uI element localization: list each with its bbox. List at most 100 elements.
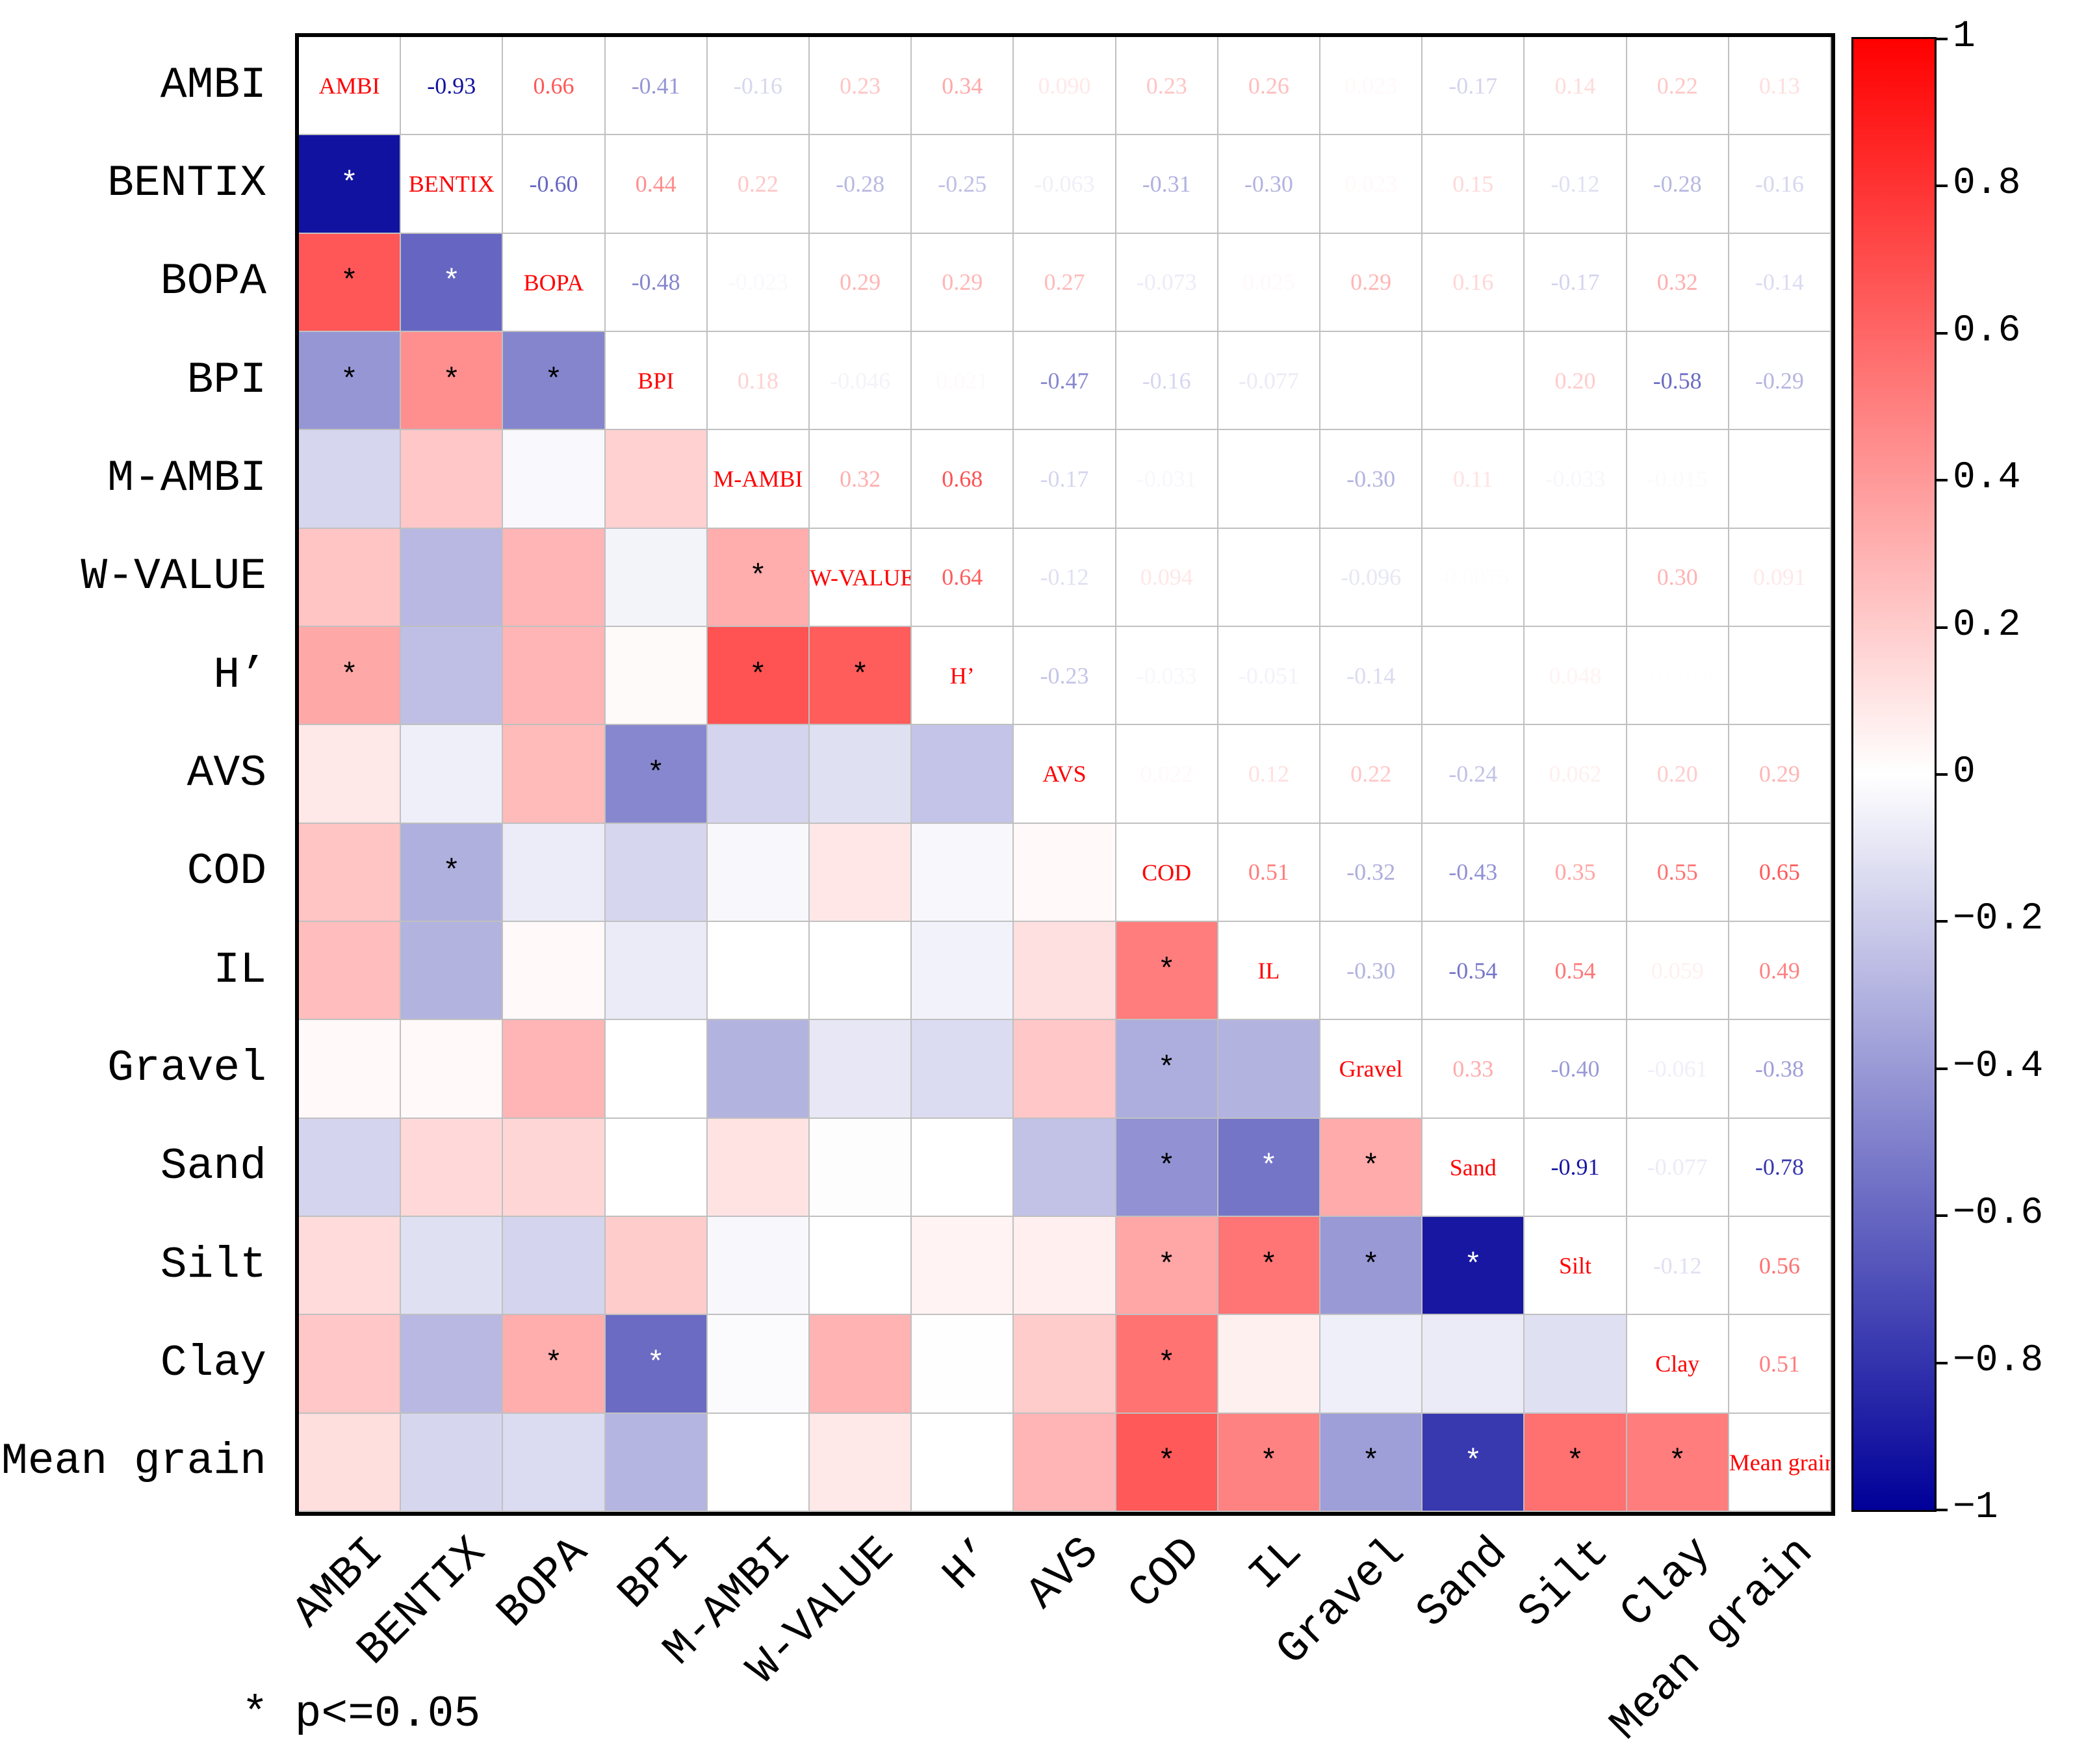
correlation-value-cell: -9.9E-4 [1320, 332, 1423, 431]
row-label: COD [187, 847, 266, 897]
correlation-value-cell: 0.54 [1525, 922, 1627, 1021]
correlation-value-cell: -0.23 [1014, 627, 1116, 726]
correlation-color-cell: * [1320, 1413, 1423, 1512]
row-label: Clay [160, 1338, 266, 1388]
correlation-value-cell: 0.27 [1014, 233, 1116, 332]
correlation-value-cell: -0.17 [1423, 37, 1525, 136]
correlation-value-cell: -0.073 [1116, 233, 1218, 332]
correlation-color-cell [1014, 922, 1116, 1021]
diagonal-label-cell: BENTIX [401, 135, 504, 234]
diagonal-label: BENTIX [408, 171, 495, 198]
correlation-value-cell: 0.094 [1116, 528, 1218, 627]
colorbar-tick-mark [1935, 626, 1948, 629]
correlation-value-label: -0.17 [1551, 269, 1600, 296]
column-label: BPI [608, 1528, 701, 1620]
correlation-value-cell: 0.22 [1627, 37, 1729, 136]
correlation-value-label: 0.29 [942, 269, 983, 296]
correlation-value-cell: 0.32 [1627, 233, 1729, 332]
correlation-color-cell: * [1423, 1413, 1525, 1512]
colorbar-tick-mark [1935, 38, 1948, 40]
correlation-value-cell: 0.51 [1218, 823, 1320, 922]
correlation-color-cell [299, 1118, 402, 1217]
significance-star: * [1259, 1150, 1278, 1184]
correlation-color-cell [605, 922, 708, 1021]
colorbar-tick-mark [1935, 185, 1948, 188]
correlation-value-cell: -0.30 [1218, 135, 1320, 234]
correlation-value-label: -0.38 [1755, 1055, 1804, 1082]
diagonal-label-cell: Silt [1525, 1217, 1627, 1316]
correlation-value-label: 0.22 [737, 170, 779, 197]
colorbar [1851, 37, 1937, 1512]
correlation-color-cell [401, 627, 504, 726]
correlation-value-label: 0.32 [1656, 269, 1698, 296]
colorbar-tick-label: 0.2 [1953, 604, 2021, 646]
diagonal-label-cell: Mean grain [1729, 1413, 1831, 1512]
row-label: BENTIX [107, 159, 266, 209]
correlation-color-cell: * [1627, 1413, 1729, 1512]
correlation-value-cell: 0.048 [1525, 627, 1627, 726]
correlation-value-label: 0.12 [1248, 760, 1289, 787]
significance-star: * [1157, 1150, 1176, 1184]
column-label: COD [1119, 1528, 1211, 1620]
column-label: H’ [933, 1528, 1007, 1601]
correlation-color-cell: * [810, 627, 912, 726]
correlation-value-cell: 0.22 [1320, 725, 1423, 824]
correlation-color-cell: * [503, 1315, 606, 1414]
correlation-color-cell [810, 1118, 912, 1217]
correlation-color-cell [503, 1413, 606, 1512]
significance-star: * [1668, 1445, 1686, 1479]
correlation-value-cell: 0.51 [1729, 1315, 1831, 1414]
correlation-value-label: -0.096 [1341, 564, 1402, 591]
column-label: BOPA [487, 1528, 599, 1639]
correlation-value-label: 0.51 [1248, 859, 1289, 886]
diagonal-label: H’ [949, 663, 975, 689]
correlation-color-cell: * [605, 725, 708, 824]
row-label: IL [213, 945, 266, 995]
diagonal-label: Gravel [1339, 1056, 1403, 1082]
correlation-color-cell [401, 725, 504, 824]
correlation-value-cell: 0.66 [503, 37, 606, 136]
correlation-color-cell [1218, 1020, 1320, 1119]
diagonal-label-cell: COD [1116, 823, 1218, 922]
diagonal-label-cell: W-VALUE [810, 528, 912, 627]
correlation-value-label: -0.43 [1449, 859, 1498, 886]
diagonal-label: IL [1257, 958, 1280, 984]
correlation-color-cell: * [1423, 1217, 1525, 1316]
correlation-value-label: -0.23 [1040, 662, 1089, 689]
correlation-value-cell: -0.14 [1729, 233, 1831, 332]
correlation-color-cell [401, 430, 504, 529]
correlation-value-cell: 0.35 [1525, 823, 1627, 922]
correlation-value-cell: 0.091 [1729, 528, 1831, 627]
significance-star: * [442, 855, 461, 889]
significance-star: * [1259, 1248, 1278, 1283]
correlation-value-cell: 0.30 [1627, 528, 1729, 627]
significance-star: * [442, 363, 461, 398]
correlation-value-cell: -0.38 [1729, 1020, 1831, 1119]
correlation-value-label: -0.12 [1551, 170, 1600, 197]
correlation-value-cell [1218, 528, 1320, 627]
correlation-color-cell [810, 922, 912, 1021]
correlation-value-label: -0.033 [1136, 662, 1197, 689]
correlation-color-cell [707, 1413, 810, 1512]
colorbar-tick-mark [1935, 920, 1948, 923]
correlation-value-label: 0.13 [1758, 72, 1800, 99]
correlation-value-label: 0.091 [1753, 564, 1806, 591]
correlation-value-label: 0.68 [942, 465, 983, 492]
correlation-value-cell: -0.033 [1525, 430, 1627, 529]
correlation-value-label: -0.063 [1034, 170, 1095, 197]
correlation-color-cell [1014, 823, 1116, 922]
correlation-color-cell [503, 1020, 606, 1119]
correlation-color-cell [912, 1413, 1014, 1512]
colorbar-tick-mark [1935, 331, 1948, 335]
correlation-value-cell: -0.12 [1525, 135, 1627, 234]
correlation-color-cell: * [299, 332, 402, 431]
significance-star: * [340, 658, 359, 693]
correlation-value-cell: 0.023 [1320, 135, 1423, 234]
correlation-color-cell [605, 1413, 708, 1512]
correlation-value-label: 0.14 [1554, 72, 1596, 99]
correlation-value-label: -0.0017 [1743, 662, 1816, 689]
correlation-color-cell: * [707, 627, 810, 726]
row-label: Gravel [107, 1043, 266, 1093]
significance-star: * [1157, 1051, 1176, 1086]
correlation-value-label: -0.046 [830, 367, 891, 394]
